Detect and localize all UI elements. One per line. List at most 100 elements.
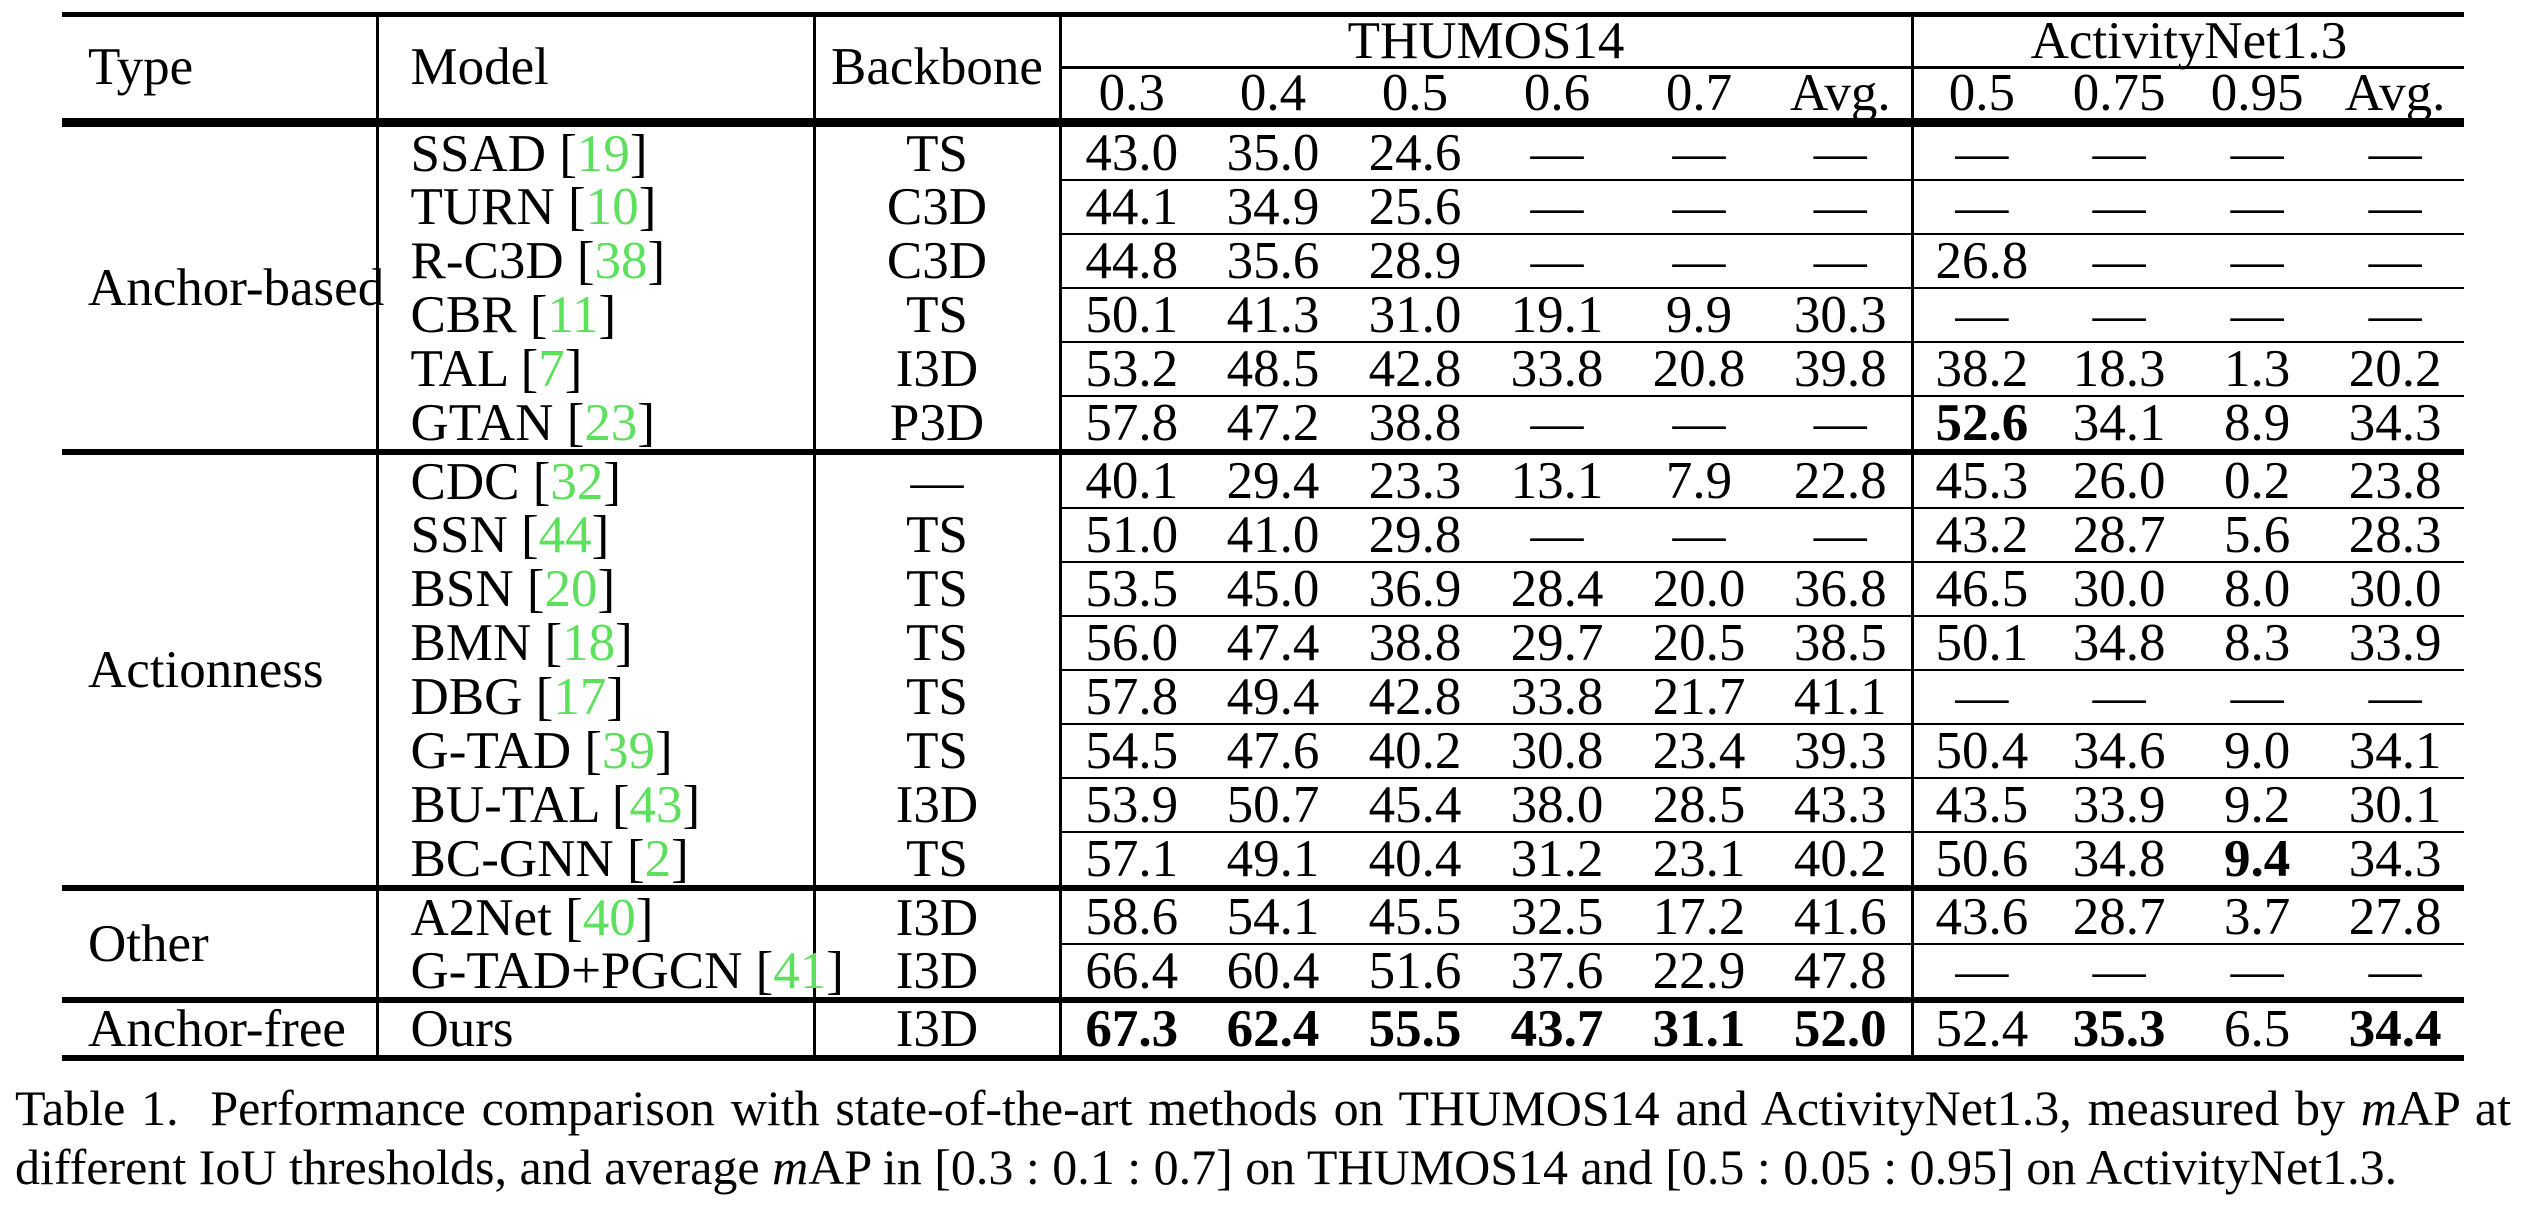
value-cell: 41.0 <box>1202 507 1344 562</box>
value-cell: 49.4 <box>1202 669 1344 724</box>
value-cell: 44.1 <box>1060 179 1202 234</box>
value-cell: — <box>1912 669 2051 724</box>
table-row: DBG [17] TS 57.8 49.4 42.8 33.8 21.7 41.1— — — — <box>62 669 2465 724</box>
value-cell: — <box>2326 669 2465 724</box>
value-cell: — <box>1628 395 1770 452</box>
model-cell: BC-GNN [2] <box>377 832 816 888</box>
value-cell: 62.4 <box>1202 997 1344 1061</box>
value-cell: 38.5 <box>1770 615 1914 670</box>
value-cell: — <box>1770 507 1914 562</box>
value-cell: 47.8 <box>1770 943 1914 1000</box>
model-cell: R-C3D [38] <box>377 232 816 290</box>
model-cell: TURN [10] <box>377 180 816 234</box>
citation-ref: 20 <box>544 560 598 618</box>
value-cell: 66.4 <box>1060 943 1202 1000</box>
value-cell: 20.5 <box>1628 615 1770 670</box>
value-cell: 57.8 <box>1060 395 1202 452</box>
backbone-cell: I3D <box>814 778 1062 832</box>
value-cell: 55.5 <box>1344 997 1486 1061</box>
threshold-header: 0.3 <box>1060 66 1202 127</box>
value-cell: 50.4 <box>1912 723 2051 778</box>
value-cell: 36.9 <box>1344 561 1486 616</box>
backbone-cell: TS <box>814 508 1062 562</box>
value-cell: 29.4 <box>1202 449 1344 508</box>
value-cell: 42.8 <box>1344 341 1486 396</box>
type-cell: Anchor-free <box>62 997 379 1061</box>
value-cell: 57.1 <box>1060 831 1202 888</box>
value-cell: 28.3 <box>2326 507 2465 562</box>
value-cell: 35.6 <box>1202 233 1344 288</box>
model-cell: BMN [18] <box>377 616 816 670</box>
value-cell: — <box>2326 233 2465 288</box>
value-cell: — <box>2188 943 2327 1000</box>
value-cell: 52.4 <box>1912 997 2051 1061</box>
type-cell: Actionness <box>62 449 379 888</box>
value-cell: 38.0 <box>1486 777 1628 832</box>
value-cell: 34.1 <box>2326 723 2465 778</box>
value-cell: 34.3 <box>2326 395 2465 452</box>
value-cell: 34.9 <box>1202 179 1344 234</box>
citation-ref: 7 <box>538 340 565 398</box>
value-cell: 43.0 <box>1060 119 1202 180</box>
table-row: BC-GNN [2] TS 57.1 49.1 40.4 31.2 23.1 40.2 50.6… <box>62 831 2465 888</box>
value-cell: 29.8 <box>1344 507 1486 562</box>
value-cell: — <box>2188 179 2327 234</box>
model-cell: A2Net [40] <box>377 885 816 944</box>
value-cell: 28.7 <box>2050 507 2189 562</box>
value-cell: 31.2 <box>1486 831 1628 888</box>
table-row: BMN [18] TS 56.0 47.4 38.8 29.7 20.5 38.5 50.1 34… <box>62 615 2465 670</box>
value-cell: — <box>1486 179 1628 234</box>
value-cell: 33.8 <box>1486 341 1628 396</box>
value-cell: 44.8 <box>1060 233 1202 288</box>
value-cell: 49.1 <box>1202 831 1344 888</box>
value-cell: 46.5 <box>1912 561 2051 616</box>
backbone-cell: I3D <box>814 885 1062 944</box>
value-cell: 34.8 <box>2050 615 2189 670</box>
value-cell: — <box>1912 943 2051 1000</box>
value-cell: — <box>2050 179 2189 234</box>
value-cell: 30.1 <box>2326 777 2465 832</box>
value-cell: — <box>1912 119 2051 180</box>
value-cell: 18.3 <box>2050 341 2189 396</box>
value-cell: — <box>1628 233 1770 288</box>
value-cell: 34.6 <box>2050 723 2189 778</box>
value-cell: — <box>2050 669 2189 724</box>
col-header-model: Model <box>377 12 816 127</box>
value-cell: — <box>2188 233 2327 288</box>
value-cell: — <box>2050 233 2189 288</box>
model-cell: BU-TAL [43] <box>377 778 816 832</box>
value-cell: — <box>1486 233 1628 288</box>
value-cell: 41.1 <box>1770 669 1914 724</box>
value-cell: 67.3 <box>1060 997 1202 1061</box>
value-cell: 28.9 <box>1344 233 1486 288</box>
value-cell: 30.0 <box>2326 561 2465 616</box>
value-cell: 43.6 <box>1912 885 2051 944</box>
citation-ref: 44 <box>538 506 592 564</box>
value-cell: 32.5 <box>1486 885 1628 944</box>
citation-ref: 38 <box>594 232 648 290</box>
value-cell: 31.0 <box>1344 287 1486 342</box>
table-row: Anchor-based SSAD [19] TS 43.0 35.0 24.6— — — — —… <box>62 119 2465 452</box>
citation-ref: 41 <box>773 941 827 1000</box>
value-cell: 20.2 <box>2326 341 2465 396</box>
value-cell: 54.1 <box>1202 885 1344 944</box>
model-cell: G-TAD [39] <box>377 724 816 778</box>
value-cell: 8.3 <box>2188 615 2327 670</box>
value-cell: — <box>1770 395 1914 452</box>
value-cell: 33.8 <box>1486 669 1628 724</box>
group-header-activitynet: ActivityNet1.3 <box>1912 12 2465 68</box>
value-cell: 20.8 <box>1628 341 1770 396</box>
value-cell: 30.8 <box>1486 723 1628 778</box>
value-cell: 25.6 <box>1344 179 1486 234</box>
value-cell: 9.0 <box>2188 723 2327 778</box>
model-cell: TAL [7] <box>377 340 816 398</box>
threshold-header: 0.4 <box>1202 66 1344 127</box>
backbone-cell: P3D <box>814 396 1062 452</box>
value-cell: 45.4 <box>1344 777 1486 832</box>
value-cell: — <box>1770 119 1914 180</box>
model-cell: SSAD [19] <box>377 119 816 180</box>
model-cell: G-TAD+PGCN [41] <box>377 944 844 1000</box>
value-cell: 23.8 <box>2326 449 2465 508</box>
value-cell: — <box>2188 119 2327 180</box>
value-cell: 50.1 <box>1060 287 1202 342</box>
